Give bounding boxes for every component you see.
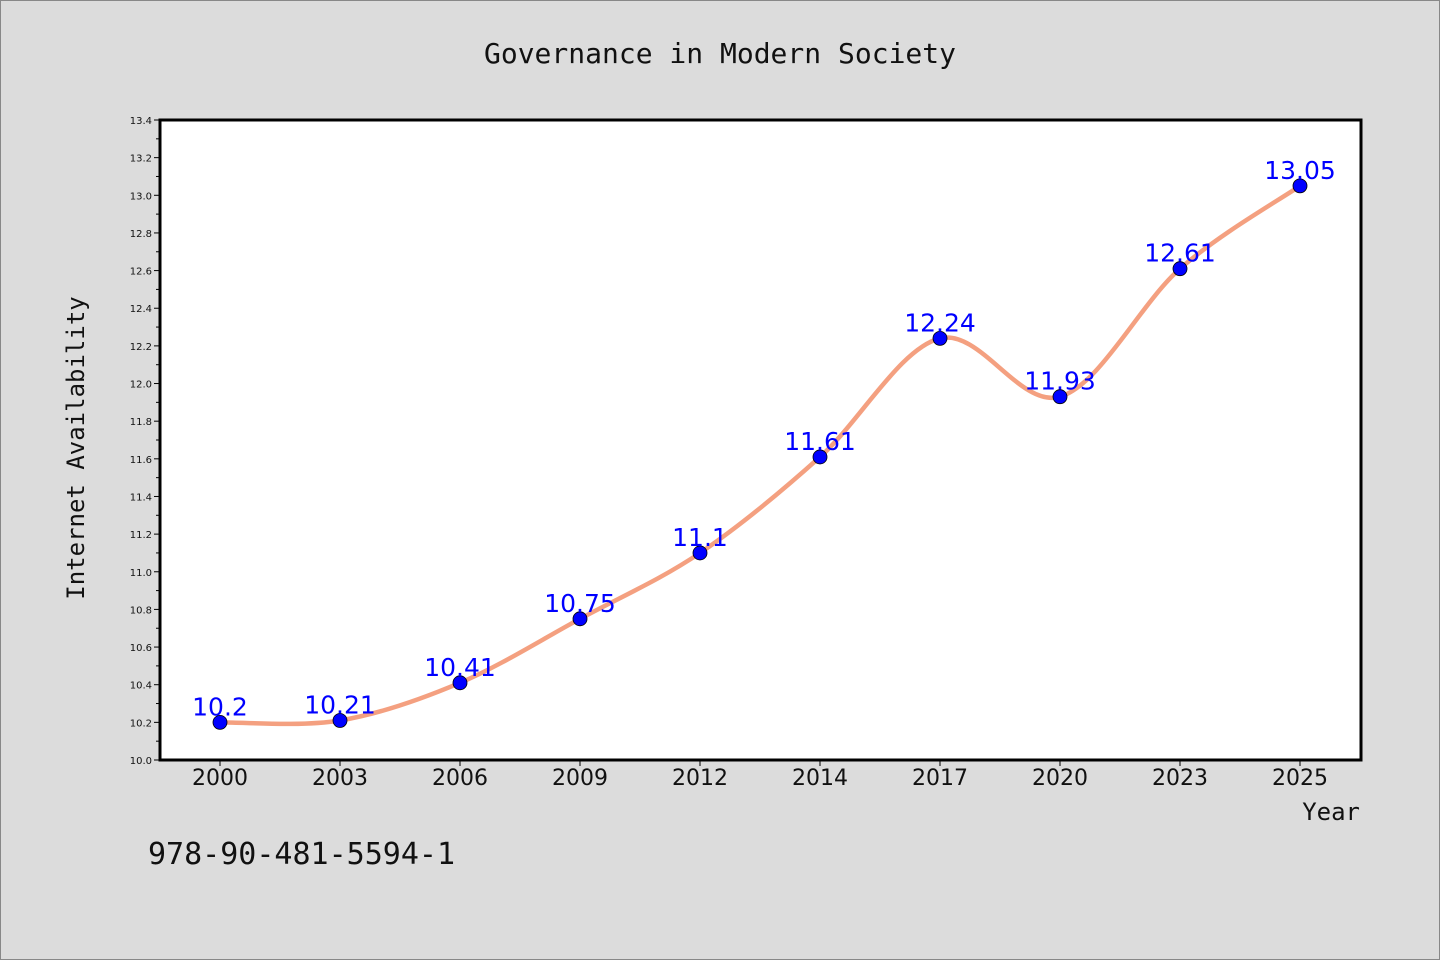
series-line (219, 184, 1302, 727)
isbn-footer: 978-90-481-5594-1 (148, 837, 455, 872)
data-label: 10.2 (192, 692, 248, 721)
data-point (572, 611, 588, 627)
data-point (692, 545, 708, 561)
y-tick-label: 11.6 (130, 455, 152, 466)
data-label-group: 10.2 10.21 10.41 10.75 11.1 11.61 12.24 11.93 12… (192, 156, 1336, 721)
x-tick-label: 2012 (672, 766, 728, 791)
data-label: 11.1 (672, 523, 728, 552)
y-tick-label: 10.0 (130, 756, 152, 767)
data-point (212, 714, 228, 730)
y-tick-label: 13.2 (130, 154, 152, 165)
y-tick-label: 12.4 (130, 304, 152, 315)
data-label: 10.75 (544, 589, 616, 618)
data-label: 12.61 (1144, 239, 1216, 268)
x-tick-label: 2014 (792, 766, 848, 791)
series-line-group (212, 178, 1308, 730)
data-label: 13.05 (1264, 156, 1336, 185)
data-label: 10.21 (304, 690, 376, 719)
data-label: 12.24 (904, 308, 976, 337)
data-point (1172, 261, 1188, 277)
y-axis-title: Internet Availability (62, 296, 90, 599)
x-tick-label: 2020 (1032, 766, 1088, 791)
y-tick-label: 10.2 (130, 718, 152, 729)
y-tick-label: 13.4 (130, 116, 152, 127)
y-tick-label: 12.2 (130, 342, 152, 353)
x-tick-label: 2009 (552, 766, 608, 791)
plot-area (158, 118, 1363, 762)
y-tick-label: 11.0 (130, 568, 152, 579)
data-point (1292, 178, 1308, 194)
data-label: 11.93 (1024, 367, 1096, 396)
y-tick-label: 12.0 (130, 380, 152, 391)
y-tick-label: 12.8 (130, 229, 152, 240)
y-tick-label: 11.8 (130, 417, 152, 428)
y-tick-label: 11.4 (130, 492, 152, 503)
x-tick-label: 2023 (1152, 766, 1208, 791)
chart-title: Governance in Modern Society (484, 37, 956, 70)
data-label: 11.61 (784, 427, 856, 456)
data-point (812, 449, 828, 465)
y-tick-label: 10.8 (130, 605, 152, 616)
data-point (932, 330, 948, 346)
y-tick-label: 12.6 (130, 267, 152, 278)
data-point (452, 675, 468, 691)
x-axis-title: Year (1302, 798, 1360, 826)
x-axis: 2000 2003 2006 2009 2012 2014 2017 2020 2023 2025 (192, 760, 1328, 791)
x-tick-label: 2003 (312, 766, 368, 791)
y-axis: 10.0 10.2 10.4 10.6 10.8 11.0 11.2 11.4 11.6 11.8… (130, 116, 160, 767)
y-tick-label: 10.4 (130, 681, 152, 692)
x-tick-label: 2000 (192, 766, 248, 791)
data-point (332, 713, 348, 728)
y-tick-label: 13.0 (130, 191, 152, 202)
x-tick-label: 2025 (1272, 766, 1328, 791)
x-tick-label: 2006 (432, 766, 488, 791)
y-tick-label: 11.2 (130, 530, 152, 541)
data-label: 10.41 (424, 653, 496, 682)
x-tick-label: 2017 (912, 766, 968, 791)
y-tick-label: 10.6 (130, 643, 152, 654)
data-point (1052, 389, 1068, 405)
